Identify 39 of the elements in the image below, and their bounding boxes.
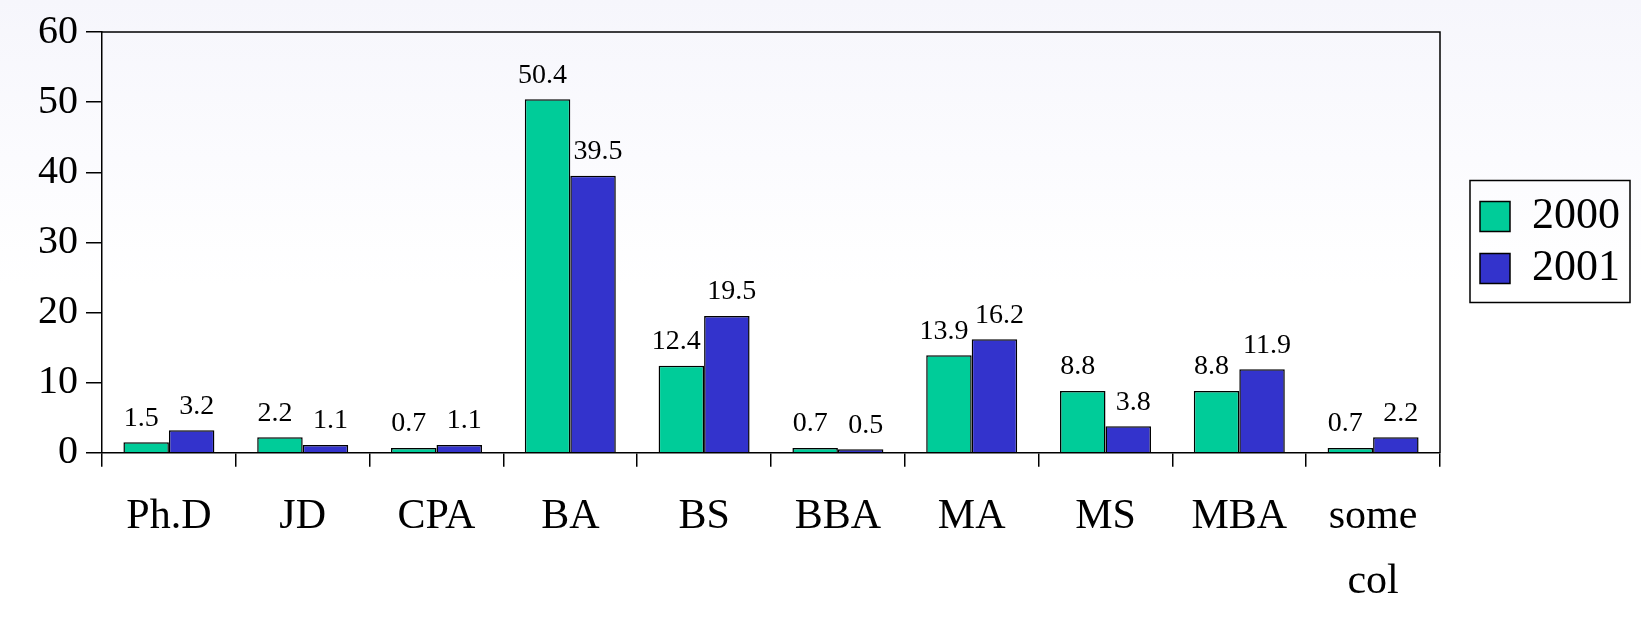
- data-label: 12.4: [651, 324, 701, 356]
- y-tick-label: 40: [38, 146, 78, 192]
- x-tick-label: MA: [937, 491, 1007, 538]
- x-tick-label: Ph.D: [126, 491, 212, 538]
- data-label: 3.2: [179, 388, 215, 420]
- data-label: 39.5: [573, 134, 623, 166]
- x-tick-label: BS: [678, 491, 730, 538]
- data-label: 2.2: [257, 395, 293, 427]
- y-tick-label: 30: [38, 216, 78, 262]
- data-label: 2.2: [1383, 395, 1419, 427]
- y-tick-label: 0: [58, 427, 78, 473]
- data-label: 0.7: [391, 406, 427, 438]
- x-tick-label: some col: [1328, 491, 1418, 603]
- data-label: 50.4: [518, 57, 568, 89]
- y-tick-label: 10: [38, 357, 78, 403]
- x-tick-label: MS: [1075, 491, 1136, 538]
- x-tick-label: CPA: [397, 491, 477, 538]
- x-tick-label: BBA: [794, 491, 882, 538]
- legend-label: 2001: [1532, 240, 1620, 290]
- data-label: 19.5: [707, 274, 757, 306]
- y-tick-label: 50: [38, 76, 78, 122]
- data-label: 1.5: [123, 400, 159, 432]
- x-tick-label: JD: [279, 491, 327, 538]
- data-label: 3.8: [1115, 384, 1151, 416]
- x-tick-label: MBA: [1191, 491, 1288, 538]
- data-label: 0.7: [1327, 406, 1363, 438]
- data-label: 16.2: [974, 297, 1024, 329]
- x-tick-label: BA: [541, 491, 601, 538]
- data-label: 1.1: [446, 403, 482, 435]
- data-label: 1.1: [312, 403, 348, 435]
- data-label: 13.9: [919, 313, 969, 345]
- data-label: 8.8: [1194, 349, 1230, 381]
- data-label: 8.8: [1060, 349, 1096, 381]
- y-tick-label: 60: [38, 6, 78, 52]
- data-label: 11.9: [1243, 327, 1292, 359]
- legend-label: 2000: [1532, 188, 1620, 238]
- y-tick-label: 20: [38, 287, 78, 333]
- data-label: 0.7: [792, 406, 828, 438]
- data-label: 0.5: [848, 407, 884, 439]
